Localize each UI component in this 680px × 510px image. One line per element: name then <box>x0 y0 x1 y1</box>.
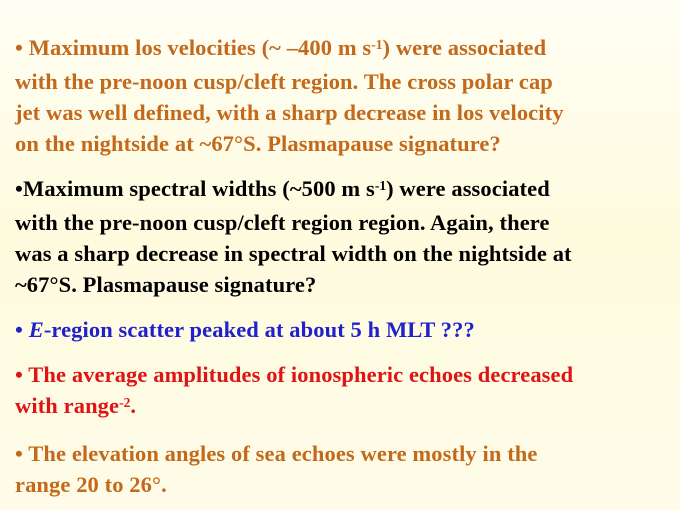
superscript: -2 <box>119 394 131 410</box>
bullet-spectral-widths: •Maximum spectral widths (~500 m s-1) we… <box>15 173 672 300</box>
text-run: . <box>130 393 137 418</box>
bullet-elevation-angles: • The elevation angles of sea echoes wer… <box>15 438 672 500</box>
slide-bullets: • Maximum los velocities (~ –400 m s-1) … <box>15 32 672 500</box>
bullet-line: • The elevation angles of sea echoes wer… <box>15 438 672 469</box>
bullet-line: with the pre-noon cusp/cleft region regi… <box>15 207 672 238</box>
bullet-marker: • <box>15 35 29 60</box>
bullet-line: •Maximum spectral widths (~500 m s-1) we… <box>15 173 672 207</box>
text-run: range 20 to 26°. <box>15 472 167 497</box>
text-run: with the pre-noon cusp/cleft region. The… <box>15 69 553 94</box>
text-run: The elevation angles of sea echoes were … <box>28 441 538 466</box>
bullet-line: ~67°S. Plasmapause signature? <box>15 269 672 300</box>
text-run: ) were associated <box>386 176 550 201</box>
text-run: jet was well defined, with a sharp decre… <box>15 100 564 125</box>
bullet-line: on the nightside at ~67°S. Plasmapause s… <box>15 128 672 159</box>
text-run: was a sharp decrease in spectral width o… <box>15 241 572 266</box>
text-run: ~67°S. Plasmapause signature? <box>15 272 317 297</box>
bullet-e-region-scatter: • E-region scatter peaked at about 5 h M… <box>15 314 672 345</box>
text-run: Maximum spectral widths (~500 m s <box>22 176 375 201</box>
text-run: Maximum los velocities (~ –400 m s <box>28 35 372 60</box>
text-run: The average amplitudes of ionospheric ec… <box>28 362 574 387</box>
bullet-marker: • <box>15 317 29 342</box>
bullet-average-amplitudes: • The average amplitudes of ionospheric … <box>15 359 672 424</box>
bullet-line: jet was well defined, with a sharp decre… <box>15 97 672 128</box>
bullet-marker: • <box>15 441 29 466</box>
text-run: with the pre-noon cusp/cleft region regi… <box>15 210 550 235</box>
italic-text: E <box>28 317 44 342</box>
bullet-line: • The average amplitudes of ionospheric … <box>15 359 672 390</box>
text-run: -region scatter peaked at about 5 h MLT … <box>43 317 475 342</box>
text-run: on the nightside at ~67°S. Plasmapause s… <box>15 131 501 156</box>
bullet-marker: • <box>15 362 29 387</box>
bullet-marker: • <box>15 176 23 201</box>
bullet-line: with the pre-noon cusp/cleft region. The… <box>15 66 672 97</box>
superscript: -1 <box>371 36 383 52</box>
bullet-line: was a sharp decrease in spectral width o… <box>15 238 672 269</box>
bullet-line: • E-region scatter peaked at about 5 h M… <box>15 314 672 345</box>
bullet-line: with range-2. <box>15 390 672 424</box>
bullet-los-velocities: • Maximum los velocities (~ –400 m s-1) … <box>15 32 672 159</box>
text-run: ) were associated <box>382 35 547 60</box>
bullet-line: • Maximum los velocities (~ –400 m s-1) … <box>15 32 672 66</box>
text-run: with range <box>15 393 120 418</box>
superscript: -1 <box>374 177 387 193</box>
bullet-line: range 20 to 26°. <box>15 469 672 500</box>
